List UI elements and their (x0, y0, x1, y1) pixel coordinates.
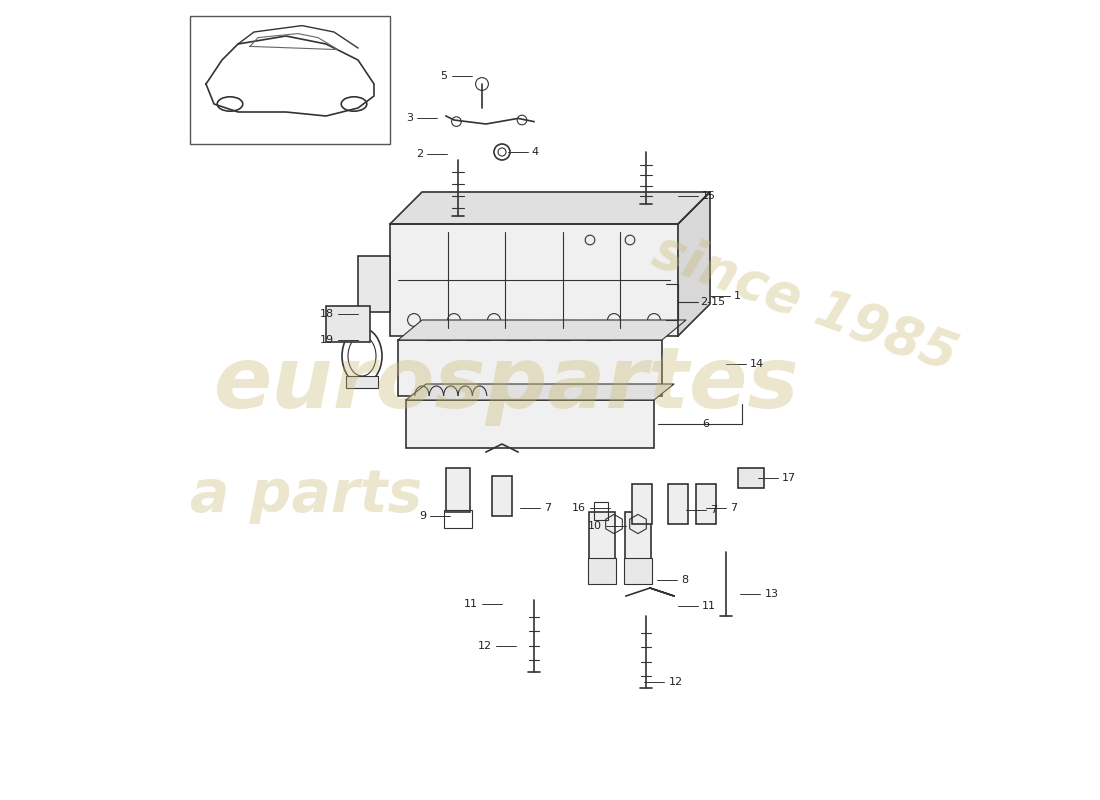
Text: 7: 7 (710, 506, 717, 515)
Text: 12: 12 (478, 642, 493, 651)
Text: 16: 16 (572, 503, 586, 513)
Bar (190, 16, 390, 144)
Text: 7: 7 (543, 503, 551, 513)
Bar (590, 512, 615, 560)
Bar (631, 484, 652, 524)
Bar (406, 400, 654, 448)
Bar (506, 320, 530, 340)
Polygon shape (678, 192, 710, 336)
Text: 1: 1 (734, 291, 741, 301)
Bar (695, 484, 716, 524)
Bar (625, 512, 651, 560)
Bar (326, 306, 370, 342)
Polygon shape (398, 320, 686, 340)
Bar (624, 558, 652, 584)
Text: 15: 15 (702, 191, 716, 201)
Text: 7: 7 (730, 503, 737, 513)
Bar (546, 320, 570, 340)
Bar (668, 484, 689, 524)
Polygon shape (406, 384, 674, 400)
Bar (738, 468, 763, 488)
Text: 19: 19 (320, 335, 334, 345)
Text: 2-15: 2-15 (701, 297, 726, 307)
Text: 3: 3 (406, 114, 414, 123)
Text: 9: 9 (419, 511, 426, 521)
Text: eurospartes: eurospartes (214, 342, 800, 426)
Text: 11: 11 (464, 599, 478, 609)
Text: 2: 2 (416, 149, 422, 158)
Text: 10: 10 (588, 521, 602, 530)
Text: 14: 14 (750, 359, 764, 369)
Bar (390, 224, 678, 336)
Text: 5: 5 (441, 71, 448, 81)
Bar (358, 256, 390, 312)
Text: 6: 6 (702, 419, 710, 429)
Text: 8: 8 (681, 575, 689, 585)
Text: a parts: a parts (190, 467, 422, 525)
Text: 12: 12 (669, 677, 682, 686)
Text: 11: 11 (702, 601, 716, 610)
Bar (446, 468, 470, 512)
Bar (466, 320, 490, 340)
Text: 13: 13 (764, 590, 779, 599)
Text: 18: 18 (320, 309, 334, 318)
Bar (443, 510, 472, 528)
Bar (586, 320, 611, 340)
Text: 4: 4 (531, 147, 539, 157)
Text: 17: 17 (782, 474, 796, 483)
Bar (587, 558, 616, 584)
Bar (594, 502, 608, 520)
Text: since 1985: since 1985 (646, 225, 964, 383)
Bar (346, 376, 378, 388)
Bar (426, 320, 450, 340)
Bar (492, 476, 513, 516)
Polygon shape (390, 192, 710, 224)
Bar (398, 340, 662, 396)
